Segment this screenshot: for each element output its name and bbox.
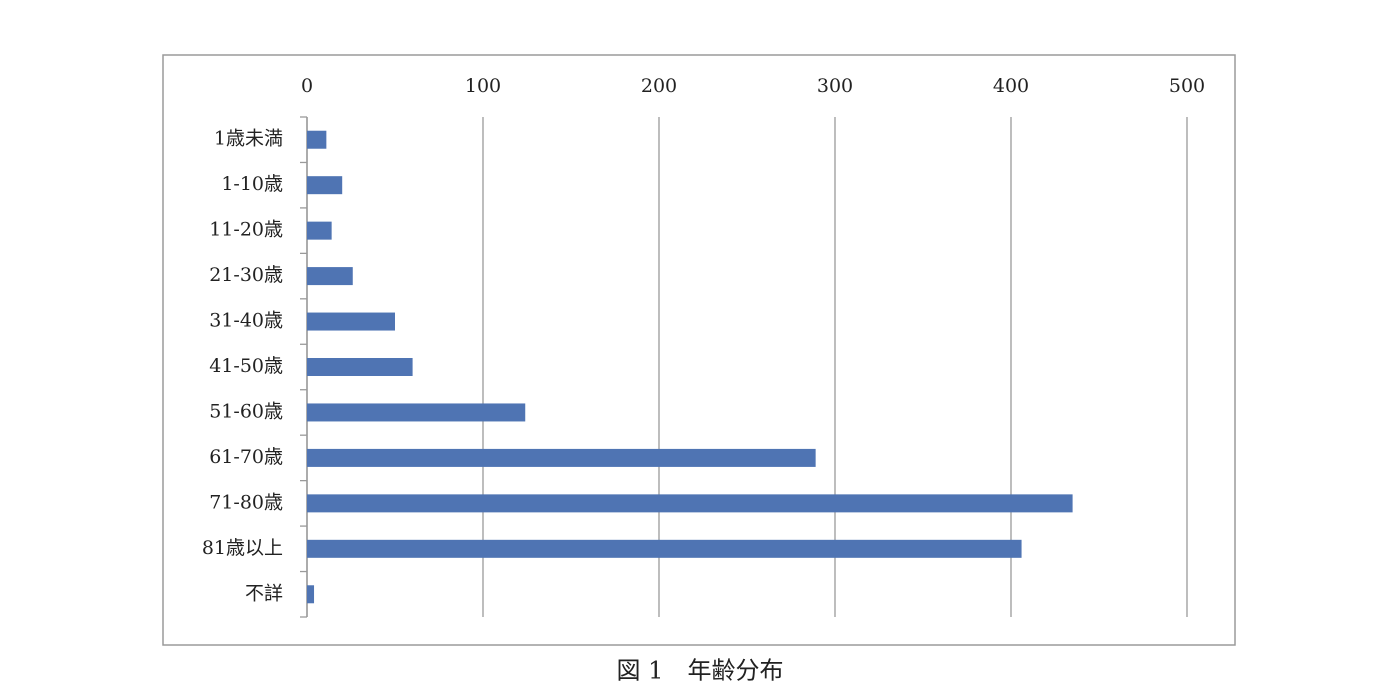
x-tick-label: 0 bbox=[301, 75, 313, 97]
y-tick-label: 51-60歳 bbox=[209, 400, 283, 422]
y-tick-label: 71-80歳 bbox=[209, 491, 283, 513]
bar bbox=[307, 221, 332, 240]
y-tick-label: 11-20歳 bbox=[209, 219, 283, 241]
bar bbox=[307, 312, 395, 331]
chart-title: 図 1 年齢分布 bbox=[617, 657, 784, 685]
bar bbox=[307, 130, 327, 149]
bar bbox=[307, 448, 816, 467]
bar bbox=[307, 358, 413, 376]
x-tick-label: 300 bbox=[817, 75, 853, 97]
x-tick-label: 100 bbox=[465, 75, 501, 97]
x-tick-label: 500 bbox=[1169, 75, 1205, 97]
y-tick-label: 1-10歳 bbox=[221, 173, 283, 195]
y-tick-label: 61-70歳 bbox=[209, 446, 283, 468]
y-tick-label: 31-40歳 bbox=[209, 310, 283, 332]
bar bbox=[307, 494, 1073, 513]
bar bbox=[307, 585, 315, 604]
y-tick-label: 21-30歳 bbox=[209, 264, 283, 286]
y-tick-label: 81歳以上 bbox=[202, 537, 283, 559]
bar bbox=[307, 539, 1022, 558]
y-tick-label: 不詳 bbox=[245, 582, 283, 604]
y-tick-label: 1歳未満 bbox=[214, 128, 283, 150]
bar bbox=[307, 267, 353, 286]
bar bbox=[307, 403, 526, 422]
bar bbox=[307, 176, 343, 195]
y-tick-label: 41-50歳 bbox=[209, 355, 283, 377]
x-tick-label: 200 bbox=[641, 75, 677, 97]
x-tick-label: 400 bbox=[993, 75, 1029, 97]
